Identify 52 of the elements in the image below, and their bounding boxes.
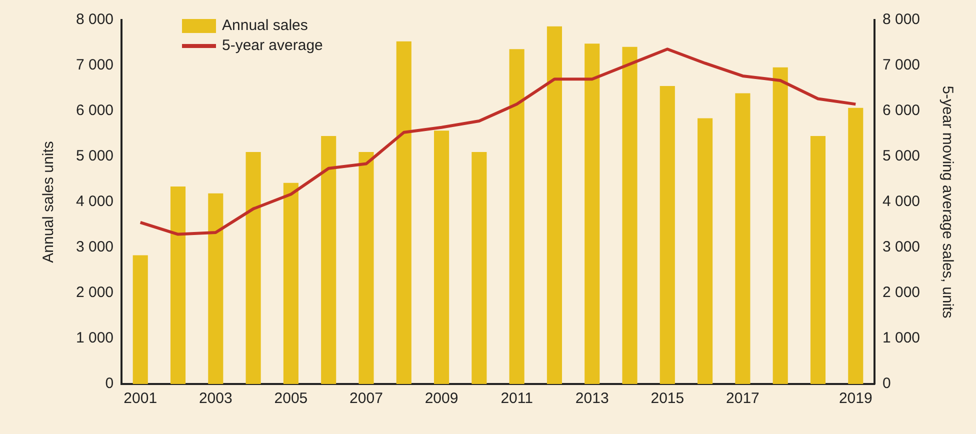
x-tick-label: 2007 bbox=[350, 390, 383, 408]
y2-tick-label: 4 000 bbox=[882, 193, 920, 210]
bar bbox=[622, 46, 638, 384]
bar bbox=[772, 67, 788, 384]
bar bbox=[283, 182, 298, 384]
bar bbox=[170, 186, 186, 384]
y-tick-label: 3 000 bbox=[76, 238, 114, 256]
bar bbox=[848, 108, 864, 384]
y-tick-label: 0 bbox=[105, 375, 114, 392]
y-tick-label: 8 000 bbox=[76, 11, 114, 28]
bar bbox=[321, 136, 336, 384]
y-axis-title: Annual sales units bbox=[40, 141, 58, 263]
y-tick-label: 6 000 bbox=[76, 102, 114, 120]
bar bbox=[584, 44, 600, 384]
y2-tick-label: 0 bbox=[882, 375, 891, 392]
y-tick-label: 1 000 bbox=[76, 330, 114, 347]
bar bbox=[546, 26, 562, 384]
y-tick-label: 2 000 bbox=[76, 284, 114, 302]
bar bbox=[208, 193, 224, 384]
bar bbox=[810, 136, 826, 384]
x-tick-label: 2019 bbox=[838, 390, 872, 408]
y2-tick-label: 3 000 bbox=[882, 238, 920, 256]
x-tick-label: 2001 bbox=[124, 390, 158, 408]
x-tick-label: 2009 bbox=[424, 390, 458, 408]
bar bbox=[358, 152, 374, 384]
bar bbox=[472, 152, 487, 384]
y-tick-label: 7 000 bbox=[76, 56, 114, 74]
x-tick-label: 2015 bbox=[650, 390, 684, 408]
y2-tick-label: 5 000 bbox=[882, 148, 920, 165]
y2-tick-label: 7 000 bbox=[882, 56, 920, 74]
y2-tick-label: 2 000 bbox=[882, 284, 920, 302]
y-tick-label: 4 000 bbox=[76, 193, 114, 210]
bar bbox=[132, 255, 148, 384]
y2-tick-label: 8 000 bbox=[882, 11, 920, 28]
bar bbox=[434, 130, 450, 384]
legend-label: 5-year average bbox=[222, 36, 323, 56]
x-tick-label: 2017 bbox=[726, 390, 760, 408]
bar bbox=[396, 41, 412, 384]
bar bbox=[698, 118, 713, 384]
bar bbox=[509, 49, 524, 384]
bar bbox=[660, 86, 675, 384]
y2-axis-title: 5-year moving average sales, units bbox=[938, 86, 956, 318]
legend-label: Annual sales bbox=[222, 16, 308, 36]
x-tick-label: 2005 bbox=[274, 390, 308, 408]
x-tick-label: 2013 bbox=[575, 390, 609, 408]
y2-tick-label: 6 000 bbox=[882, 102, 920, 120]
bar bbox=[735, 93, 750, 384]
x-tick-label: 2011 bbox=[500, 390, 533, 408]
x-tick-label: 2003 bbox=[198, 390, 232, 408]
y-tick-label: 5 000 bbox=[76, 148, 114, 165]
bar bbox=[246, 152, 261, 384]
y2-tick-label: 1 000 bbox=[882, 330, 920, 347]
